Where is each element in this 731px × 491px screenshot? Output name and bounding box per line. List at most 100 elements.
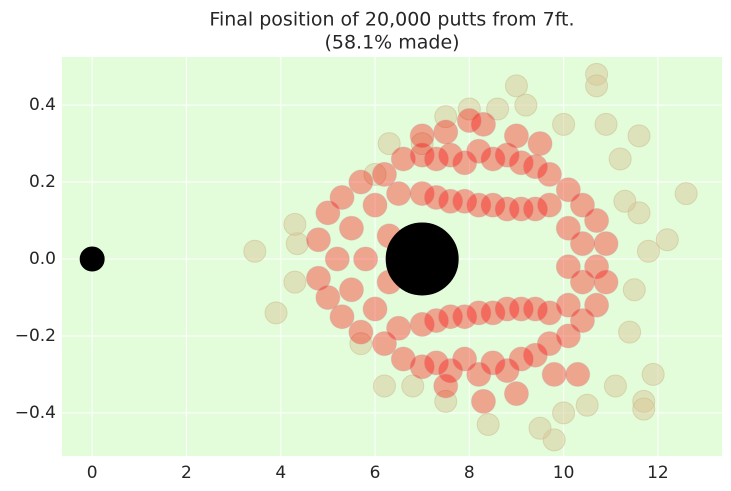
x-tick-label: 8: [464, 463, 475, 483]
point: [315, 200, 341, 226]
point: [423, 350, 449, 376]
point: [466, 361, 492, 387]
point: [349, 332, 373, 356]
point: [494, 196, 520, 222]
point: [423, 146, 449, 172]
point: [508, 346, 534, 372]
point: [466, 138, 492, 164]
point: [437, 142, 463, 168]
point: [305, 227, 331, 253]
point: [466, 192, 492, 218]
point: [584, 254, 610, 280]
x-tick-label: 6: [370, 463, 381, 483]
point: [655, 228, 679, 252]
point: [508, 296, 534, 322]
point: [480, 300, 506, 326]
point: [503, 123, 529, 149]
point: [377, 132, 401, 156]
point: [552, 401, 576, 425]
point: [613, 189, 637, 213]
point: [434, 389, 458, 413]
x-tick-label: 10: [553, 463, 575, 483]
point: [527, 131, 553, 157]
point: [522, 296, 548, 322]
point: [494, 142, 520, 168]
point: [584, 208, 610, 234]
point: [386, 315, 412, 341]
point: [437, 188, 463, 214]
point: [348, 169, 374, 195]
point: [584, 292, 610, 318]
point: [585, 74, 609, 98]
point: [372, 374, 396, 398]
point: [423, 308, 449, 334]
point: [409, 123, 435, 149]
point: [362, 192, 388, 218]
point: [569, 231, 595, 257]
point: [641, 362, 665, 386]
point: [305, 265, 331, 291]
point: [636, 239, 660, 263]
point: [522, 154, 548, 180]
point: [603, 374, 627, 398]
point: [555, 292, 581, 318]
point: [466, 300, 492, 326]
point: [338, 215, 364, 241]
point: [555, 323, 581, 349]
point: [315, 284, 341, 310]
point: [470, 388, 496, 414]
point: [362, 296, 388, 322]
point: [594, 112, 618, 136]
point: [433, 373, 459, 399]
point: [452, 150, 478, 176]
point: [593, 231, 619, 257]
point: [480, 192, 506, 218]
point: [371, 161, 397, 187]
point: [508, 196, 534, 222]
point: [386, 181, 412, 207]
point: [283, 270, 307, 294]
point: [608, 147, 632, 171]
point: [552, 112, 576, 136]
point: [508, 150, 534, 176]
point: [494, 358, 520, 384]
point: [593, 269, 619, 295]
point: [569, 269, 595, 295]
point: [565, 361, 591, 387]
point: [243, 239, 267, 263]
point: [385, 222, 459, 296]
point: [522, 342, 548, 368]
point: [569, 308, 595, 334]
point: [470, 111, 496, 137]
point: [503, 381, 529, 407]
chart-subtitle: (58.1% made): [324, 32, 459, 54]
point: [437, 358, 463, 384]
point: [423, 184, 449, 210]
point: [285, 232, 309, 256]
point: [622, 278, 646, 302]
point: [329, 184, 355, 210]
point: [79, 246, 105, 272]
point: [283, 212, 307, 236]
x-tick-label: 4: [275, 463, 286, 483]
point: [575, 393, 599, 417]
y-tick-label: 0.4: [29, 95, 56, 115]
point: [390, 346, 416, 372]
point: [480, 350, 506, 376]
point: [569, 192, 595, 218]
point: [536, 192, 562, 218]
point: [555, 177, 581, 203]
point: [452, 346, 478, 372]
point: [536, 300, 562, 326]
point: [541, 361, 567, 387]
point: [434, 105, 458, 129]
point: [348, 319, 374, 345]
point: [324, 246, 350, 272]
x-tick-label: 2: [181, 463, 192, 483]
y-tick-label: −0.4: [15, 403, 56, 423]
point: [390, 146, 416, 172]
point: [456, 107, 482, 133]
point: [264, 301, 288, 325]
point: [338, 277, 364, 303]
